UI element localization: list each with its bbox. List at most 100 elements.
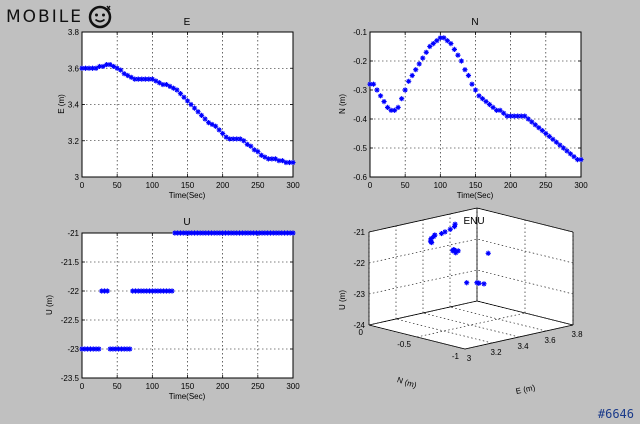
data-point [279,158,286,164]
box-edge [368,300,478,326]
ticks-n: 0 50 100 150 200 250 300 -0.6 -0.5 -0.4 -0.3 -0.2 -0… [353,28,588,190]
data-point [115,346,122,352]
data-point [241,138,247,144]
data-point [483,99,489,105]
grid-line [422,312,520,338]
data-point [166,288,172,294]
data-point [476,280,482,286]
data-point [208,230,215,236]
data-point [508,113,514,119]
data-point [82,65,89,71]
data-point [442,229,448,235]
y-tick-label: -0.3 [353,86,367,95]
data-point [276,230,282,236]
y-tick-label: 3.8 [68,28,80,37]
data-point [536,125,542,131]
y-tick-label: -0.4 [353,115,367,124]
data-point [479,96,486,102]
y-tick-label: 0 [359,328,364,337]
data-point [287,230,293,236]
y-tick-label: -21 [67,229,79,238]
data-point [107,346,113,352]
data-point [490,104,496,110]
data-point [121,71,127,77]
data-point [392,107,398,113]
y-axis-label-u: U (m) [45,295,54,315]
x-tick-label: 3 [467,354,472,363]
data-point [172,230,178,236]
data-point [550,136,556,142]
data-point [100,63,106,70]
chart-title-u: U [183,217,190,228]
data-point [149,288,155,294]
z-tick-label: -23 [353,290,365,299]
data-point [191,105,198,111]
data-point [180,230,186,236]
data-point [177,230,184,236]
grid-line [368,238,478,264]
data-point [434,38,440,44]
data-point [86,65,92,71]
x-axis-label-u: Time(Sec) [169,392,206,401]
data-point [258,152,264,158]
data-point [220,130,226,137]
ticks-enu: 3 3.2 3.4 3.6 3.8 -1 -0.5 0-24 -23 -22 -21 [353,228,583,363]
data-point [79,65,85,71]
x-tick-label: 200 [504,181,518,190]
data-point [188,101,194,108]
data-point [248,143,254,149]
data-point [209,121,215,128]
data-point [472,87,479,93]
grid-e [82,32,293,177]
data-point [132,76,138,82]
data-point [283,159,289,166]
data-point [501,110,507,116]
data-point [228,230,234,236]
data-point [469,81,475,87]
data-point [290,159,296,166]
data-point [476,93,482,99]
data-point [553,139,559,145]
data-point [104,288,110,294]
y-tick-label: 3 [75,173,80,182]
data-point [431,234,437,240]
x-tick-label: 100 [146,382,160,391]
data-point [423,49,429,55]
data-point [121,346,127,352]
data-point [217,230,223,236]
data-point [441,35,447,41]
data-point [430,41,436,47]
x-tick-label: 100 [146,181,160,190]
data-point [189,230,195,236]
data-point [239,230,245,236]
grid-line [476,238,574,264]
data-point [251,230,257,236]
data-point [158,288,164,294]
axes-enu: 3 3.2 3.4 3.6 3.8 -1 -0.5 0-24 -23 -22 -21 ENU E (… [338,207,583,396]
data-point [114,65,120,71]
z-tick-label: -21 [353,228,365,237]
data-point [96,63,103,70]
data-point [428,236,434,242]
y-tick-label: -1 [452,352,460,361]
logo-text: MOBILE [6,7,83,27]
data-point [452,221,458,227]
data-point [160,288,167,294]
data-point [149,76,155,82]
data-point [124,346,130,352]
data-point [203,230,209,236]
data-point [206,230,212,236]
data-point [262,230,268,236]
data-point [270,230,276,236]
data-point [546,133,552,139]
data-point [153,78,159,84]
data-point [231,230,237,236]
data-point [571,154,577,160]
data-point [259,230,265,236]
data-point [234,136,240,142]
data-point [183,230,189,236]
x-tick-label: 3.4 [517,342,529,351]
data-point [543,130,549,137]
x-tick-label: 150 [181,181,195,190]
data-point [96,346,102,352]
